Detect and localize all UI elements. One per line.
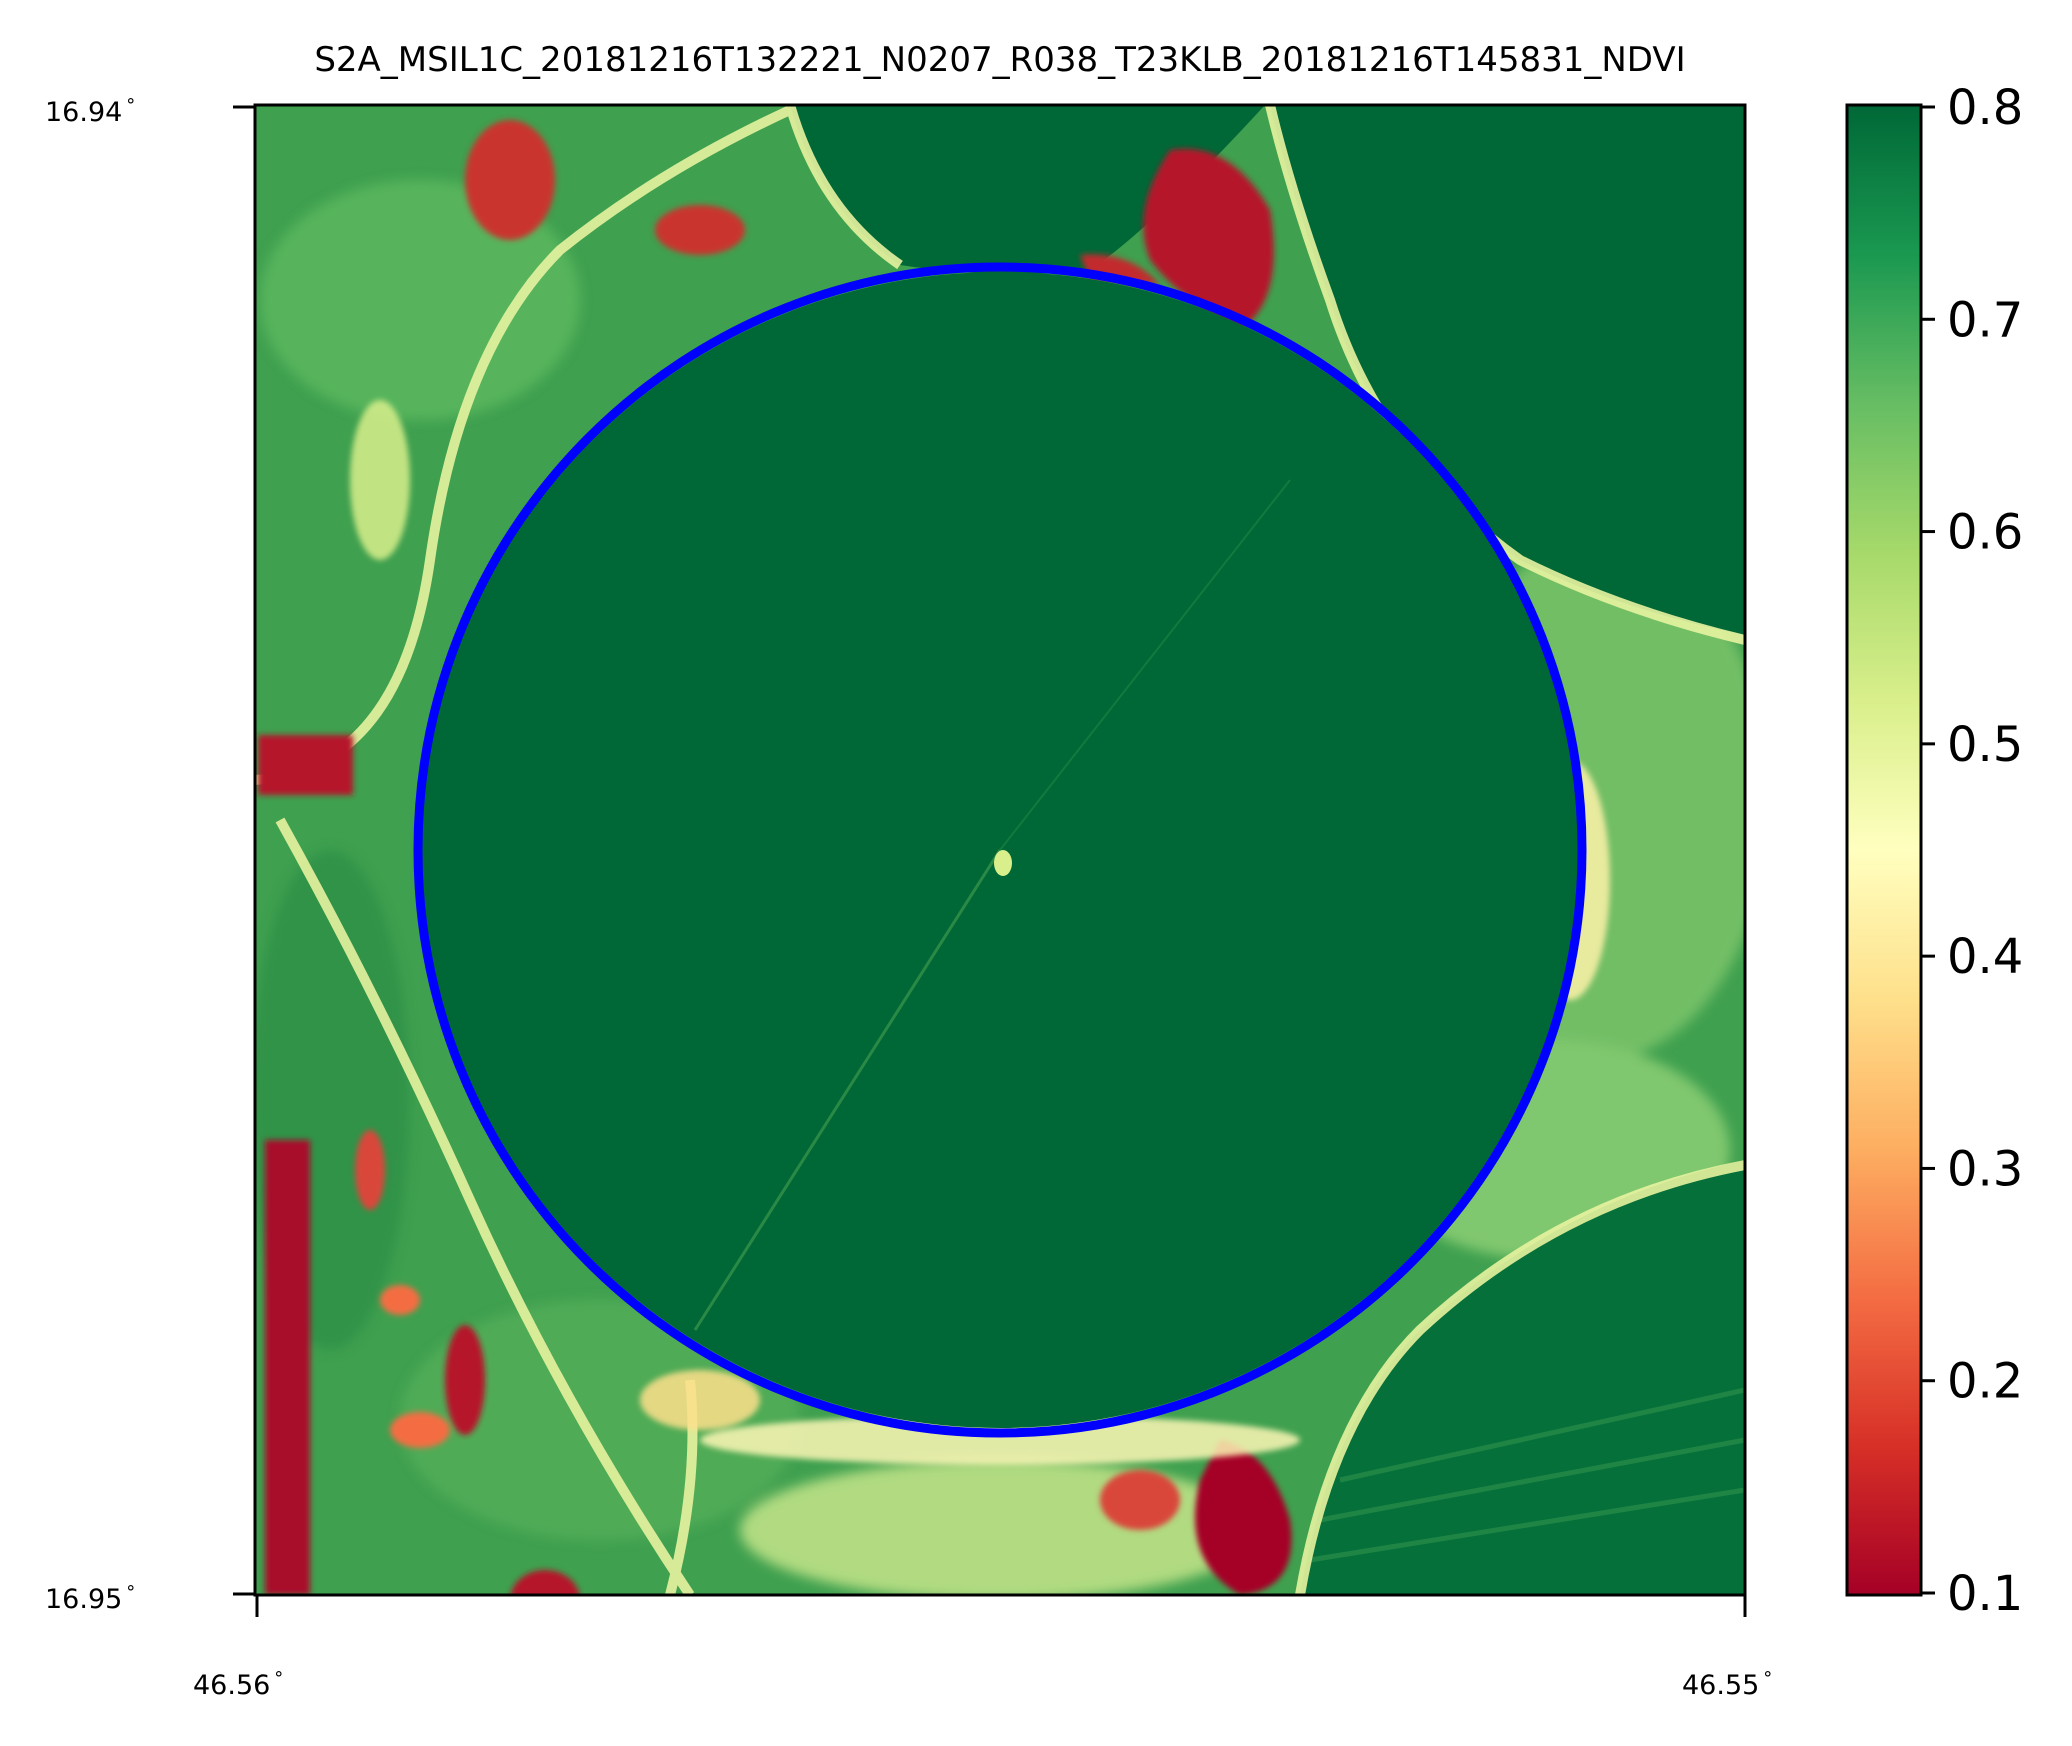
- x-tick-label-right: 46.55 °: [1682, 1668, 1772, 1701]
- y-axis: 16.94 ° 16.95 °: [45, 95, 255, 1615]
- field-top-right: [1270, 105, 1745, 635]
- colorbar-gradient: [1847, 105, 1921, 1595]
- pivot-boundary-circle: [413, 262, 1587, 1438]
- bare-soil: [258, 120, 1292, 1595]
- colorbar: 0.8 0.7 0.6 0.5 0.4 0.3 0.2 0.1: [1845, 80, 2023, 1622]
- colorbar-tick-label: 0.1: [1947, 1566, 2023, 1622]
- colorbar-tick-label: 0.7: [1947, 292, 2023, 348]
- field-bottom-right: [1300, 1160, 1745, 1595]
- map-frame: [253, 103, 1747, 1597]
- colorbar-tick-label: 0.6: [1947, 505, 2023, 561]
- colorbar-tick-label: 0.3: [1947, 1141, 2023, 1197]
- y-tick-label-bottom: 16.95 °: [45, 1582, 135, 1615]
- colorbar-frame: [1845, 103, 1923, 1597]
- ndvi-map: [255, 105, 1745, 1595]
- y-tick-label-top: 16.94 °: [45, 95, 135, 128]
- field-top: [790, 105, 1265, 274]
- pivot-center: [994, 850, 1012, 876]
- field-bottom-right-stripes: [1309, 1387, 1745, 1563]
- colorbar-tick-label: 0.8: [1947, 80, 2023, 136]
- x-axis: 46.56 ° 46.55 °: [193, 1595, 1772, 1701]
- chart-title: S2A_MSIL1C_20181216T132221_N0207_R038_T2…: [314, 40, 1685, 80]
- field-edges: [255, 105, 1745, 1595]
- x-tick-label-left: 46.56 °: [193, 1668, 283, 1701]
- colorbar-tick-label: 0.4: [1947, 929, 2023, 985]
- pivot-track-upper: [999, 479, 1291, 851]
- colorbar-tick-label: 0.2: [1947, 1354, 2023, 1410]
- pivot-track: [693, 849, 1002, 1331]
- colorbar-ticks: 0.8 0.7 0.6 0.5 0.4 0.3 0.2 0.1: [1921, 80, 2023, 1622]
- colorbar-tick-label: 0.5: [1947, 717, 2023, 773]
